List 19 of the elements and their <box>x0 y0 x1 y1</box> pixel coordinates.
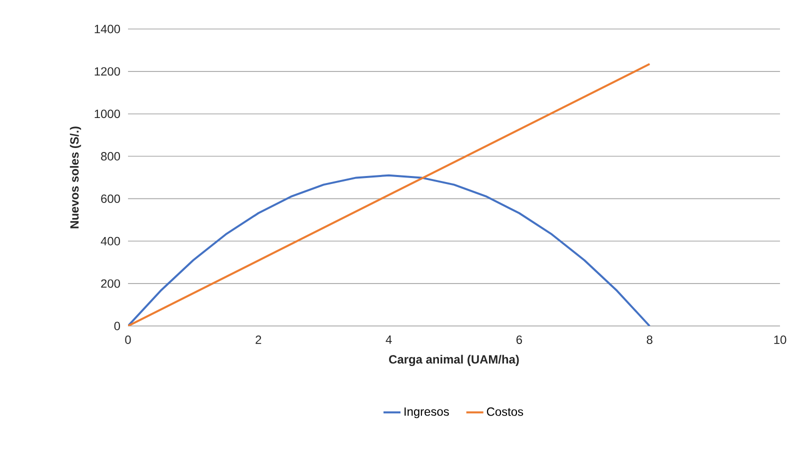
x-tick-label: 10 <box>774 336 786 344</box>
y-tick-label: 1200 <box>94 67 120 76</box>
x-axis-title: Carga animal (UAM/ha) <box>389 354 519 366</box>
x-tick-label: 2 <box>256 336 262 344</box>
legend-label: Ingresos <box>404 407 449 418</box>
line-series <box>128 174 651 326</box>
x-tick-label: 8 <box>646 336 652 344</box>
y-tick-label: 800 <box>101 152 120 161</box>
y-tick-label: 200 <box>101 279 120 288</box>
y-tick-label: 400 <box>100 236 120 246</box>
legend-label: Costos <box>486 407 524 416</box>
y-tick-label: 0 <box>114 322 120 330</box>
y-tick-label: 600 <box>101 194 120 203</box>
x-tick-label: 6 <box>516 336 522 344</box>
y-tick-label: 1400 <box>94 24 120 34</box>
y-axis-title: Nuevos soles (S/.) <box>70 126 82 228</box>
y-tick-label: 1000 <box>94 110 120 118</box>
x-tick-label: 4 <box>386 336 392 344</box>
x-tick-label: 0 <box>125 336 131 344</box>
